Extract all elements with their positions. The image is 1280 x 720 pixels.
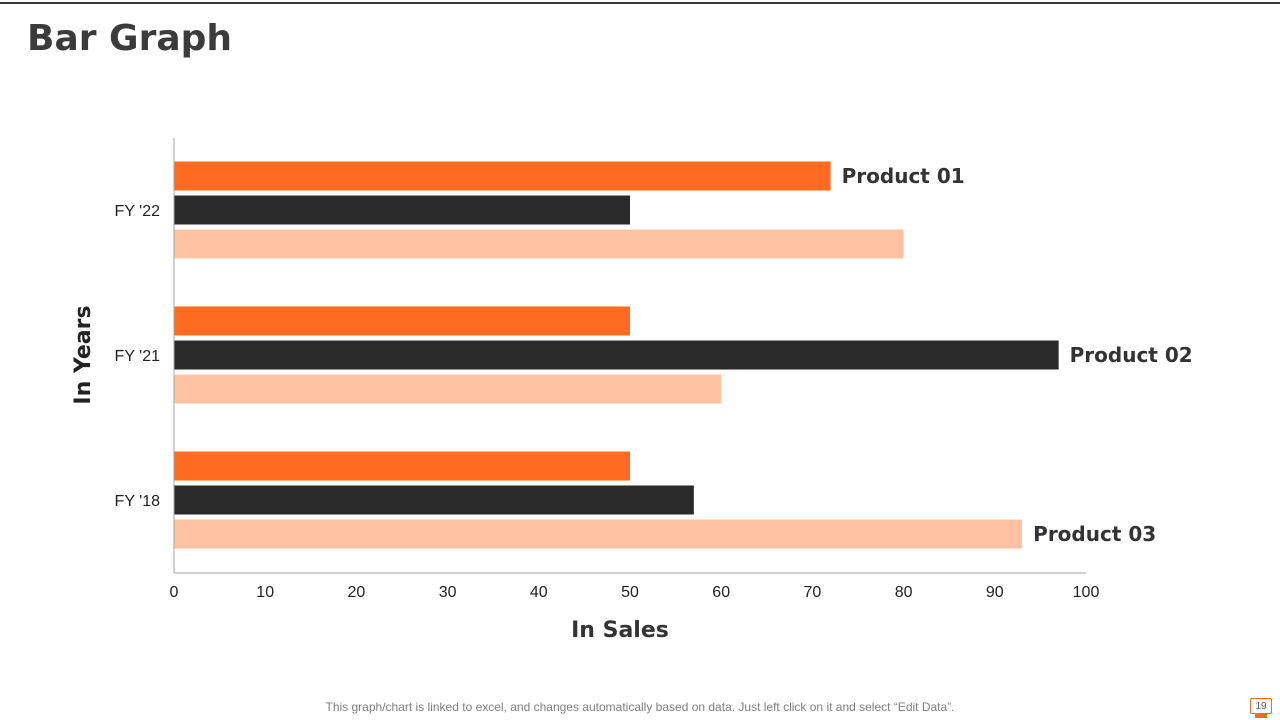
product-annotation: Product 02 — [1070, 343, 1193, 367]
y-axis-title: In Years — [71, 305, 96, 404]
top-rule — [0, 2, 1280, 4]
y-category-label: FY '22 — [115, 203, 161, 220]
bars-layer — [174, 161, 1059, 549]
bar-product-01-fy21[interactable] — [174, 306, 630, 336]
x-tick-label: 60 — [712, 584, 730, 601]
bar-product-03-fy18[interactable] — [174, 519, 1023, 549]
y-category-label: FY '21 — [115, 348, 161, 365]
x-tick-label: 10 — [256, 584, 274, 601]
x-tick-label: 30 — [439, 584, 457, 601]
page-number-badge: 19 — [1250, 698, 1272, 714]
bar-product-01-fy18[interactable] — [174, 451, 630, 481]
bar-product-01-fy22[interactable] — [174, 161, 831, 191]
bar-product-02-fy22[interactable] — [174, 195, 630, 225]
labels-layer: Product 01 Product 02 Product 03 — [842, 164, 1193, 546]
bar-product-02-fy18[interactable] — [174, 485, 694, 515]
x-tick-label: 70 — [804, 584, 822, 601]
bar-product-03-fy22[interactable] — [174, 229, 904, 259]
x-axis-title: In Sales — [571, 618, 669, 643]
x-tick-label: 40 — [530, 584, 548, 601]
x-tick-label: 0 — [170, 584, 179, 601]
product-annotation: Product 01 — [842, 164, 965, 188]
product-annotation: Product 03 — [1033, 522, 1156, 546]
y-category-label: FY '18 — [115, 493, 161, 510]
axes-layer: 0 10 20 30 40 50 60 70 80 90 100 FY '22 FY '21 FY '18… — [71, 138, 1099, 643]
x-tick-label: 100 — [1073, 584, 1100, 601]
bar-product-02-fy21[interactable] — [174, 340, 1059, 370]
bar-product-03-fy21[interactable] — [174, 374, 722, 404]
page-title: Bar Graph — [27, 18, 233, 59]
footer-note: This graph/chart is linked to excel, and… — [325, 700, 955, 714]
x-tick-label: 50 — [621, 584, 639, 601]
page-number-badge-stand — [1255, 714, 1267, 718]
x-tick-label: 80 — [895, 584, 913, 601]
x-tick-label: 20 — [348, 584, 366, 601]
x-tick-label: 90 — [986, 584, 1004, 601]
